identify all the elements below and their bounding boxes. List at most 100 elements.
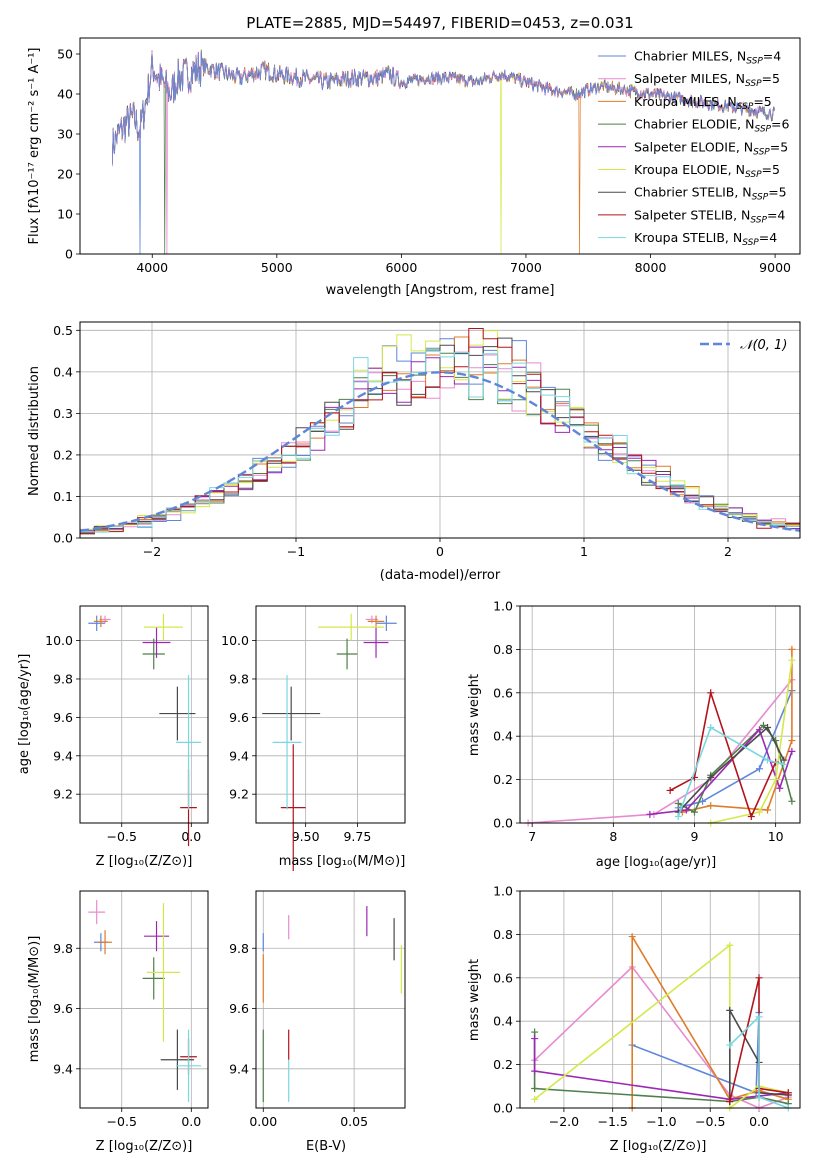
weight-marker [628, 933, 636, 941]
x-tick-label: 5000 [261, 260, 293, 275]
y-tick-label: 9.8 [53, 671, 73, 686]
histogram-series [80, 351, 800, 530]
y-tick-label: 9.4 [229, 1061, 249, 1076]
y-tick-label: 0.3 [53, 406, 73, 421]
mass-vs-metallicity-plot-area: −0.5 0.0 9.4 9.6 9.8 [53, 890, 209, 1129]
residuals-plot-area: −2 −1 0 1 2 0.0 0.1 0.2 0.3 0.4 0.5 [53, 321, 801, 559]
axes-frame [79, 321, 801, 539]
legend-label: Salpeter MILES, NSSP=5 [634, 71, 780, 89]
weight-marker [707, 724, 715, 732]
weight-vs-age-plot-area: 7 8 9 10 0.0 0.2 0.4 0.6 0.8 1.0 [493, 599, 801, 844]
y-tick-label: 9.2 [229, 787, 249, 802]
y-tick-label: 9.4 [229, 748, 249, 763]
spectrum-legend: Chabrier MILES, NSSP=4 Salpeter MILES, NS… [598, 49, 789, 248]
weight-vs-metallicity-xlabel: Z [log₁₀(Z/Z⊙)] [610, 1139, 707, 1154]
y-tick-label: 9.6 [53, 1001, 73, 1016]
y-tick-label: 9.8 [53, 941, 73, 956]
weight-marker [776, 784, 784, 792]
residuals-legend: 𝒩(0, 1) [700, 338, 787, 353]
weight-marker [747, 812, 755, 820]
y-tick-label: 9.6 [53, 710, 73, 725]
weight-marker [764, 756, 772, 764]
y-tick-label: 40 [57, 87, 73, 102]
y-tick-label: 9.6 [229, 1001, 249, 1016]
x-tick-label: 9000 [759, 260, 791, 275]
y-tick-label: 0.4 [493, 729, 513, 744]
x-tick-label: 9 [691, 829, 699, 844]
legend-label: Chabrier STELIB, NSSP=5 [634, 185, 787, 203]
weight-series-line [729, 1015, 789, 1109]
y-tick-label: 20 [57, 167, 73, 182]
x-tick-label: 7000 [510, 260, 542, 275]
weight-marker [784, 1089, 792, 1097]
legend-label: Chabrier ELODIE, NSSP=6 [634, 117, 789, 135]
weight-marker [788, 656, 796, 664]
spectrum-plot-area: 4000 5000 6000 7000 8000 9000 0 10 20 30 40 50 [57, 37, 801, 275]
x-tick-label: 6000 [385, 260, 417, 275]
weight-series-line [669, 689, 777, 819]
axes-frame [519, 890, 801, 1109]
x-tick-label: −0.5 [107, 1114, 137, 1129]
residuals-panel: −2 −1 0 1 2 0.0 0.1 0.2 0.3 0.4 0.5 𝒩(0, 1) (data-… [27, 321, 801, 583]
weight-marker [674, 812, 682, 820]
y-tick-label: 0.2 [493, 772, 513, 787]
weight-vs-metallicity-ylabel: mass weight [467, 959, 482, 1041]
weight-marker [646, 810, 654, 818]
y-tick-label: 1.0 [493, 599, 513, 614]
axes-frame [79, 605, 209, 824]
mass-vs-metallicity-ylabel: mass [log₁₀(M/M⊙)] [27, 936, 42, 1063]
weight-vs-metallicity-plot-area: −2.0 −1.5 −1.0 −0.5 0.0 0.0 0.2 0.4 0.6 0.8 1.0 [493, 884, 801, 1129]
mass-vs-ebv-panel: 0.00 0.05 9.4 9.6 9.8 E(B-V) [229, 890, 406, 1154]
x-tick-label: −2 [143, 544, 161, 559]
weight-marker [772, 776, 780, 784]
x-tick-label: −0.5 [695, 1114, 725, 1129]
y-tick-label: 0.0 [493, 816, 513, 831]
weight-series-line [710, 660, 793, 824]
weight-vs-metallicity-panel: −2.0 −1.5 −1.0 −0.5 0.0 0.0 0.2 0.4 0.6 0.8 1.0 Z … [467, 884, 801, 1154]
weight-series-line [677, 726, 785, 813]
weight-vs-age-ylabel: mass weight [467, 674, 482, 756]
weight-marker [682, 806, 690, 814]
y-tick-label: 9.2 [53, 787, 73, 802]
x-tick-label: 4000 [136, 260, 168, 275]
mass-vs-ebv-plot-area: 0.00 0.05 9.4 9.6 9.8 [229, 890, 406, 1129]
y-tick-label: 0.8 [493, 642, 513, 657]
age-vs-metallicity-ylabel: age [log₁₀(age/yr)] [17, 654, 32, 775]
y-tick-label: 0.6 [493, 970, 513, 985]
weight-marker [755, 726, 763, 734]
residuals-ylabel: Normed distribution [27, 366, 42, 496]
age-vs-mass-panel: 9.50 9.75 9.2 9.4 9.6 9.8 10.0 mass [log₁₀(M/M… [221, 605, 406, 872]
y-tick-label: 0.8 [493, 927, 513, 942]
residuals-xlabel: (data-model)/error [380, 568, 501, 583]
y-tick-label: 0 [65, 247, 73, 262]
x-tick-label: 0.0 [181, 1114, 201, 1129]
x-tick-label: 8000 [635, 260, 667, 275]
axes-frame [79, 37, 801, 255]
y-tick-label: 0.0 [53, 531, 73, 546]
axes-frame [519, 605, 801, 824]
weight-vs-age-xlabel: age [log₁₀(age/yr)] [596, 855, 717, 870]
y-tick-label: 50 [57, 47, 73, 62]
weight-marker [755, 974, 763, 982]
gaussian-curve [79, 371, 801, 532]
legend-label: Kroupa MILES, NSSP=5 [634, 94, 772, 112]
weight-series-line [631, 1012, 760, 1094]
weight-marker [707, 802, 715, 810]
weight-marker [755, 808, 763, 816]
spectrum-lines [112, 49, 775, 254]
age-vs-metallicity-panel: −0.5 0.09.29.49.69.810.0 Z [log₁₀(Z/Z⊙)] … [17, 605, 209, 869]
legend-label: Chabrier MILES, NSSP=4 [634, 49, 781, 67]
axes-frame [255, 605, 406, 824]
spectrum-ylabel: Flux [fλ10⁻¹⁷ erg cm⁻² s⁻¹ A⁻¹] [27, 48, 42, 245]
x-tick-label: 0.00 [249, 1114, 277, 1129]
y-tick-label: 10.0 [45, 633, 73, 648]
weight-marker [531, 1035, 539, 1043]
y-tick-label: 0.5 [53, 323, 73, 338]
spectrum-series-line [112, 50, 775, 254]
y-tick-label: 9.8 [229, 671, 249, 686]
weight-marker [531, 1095, 539, 1103]
y-tick-label: 0.1 [53, 489, 73, 504]
legend-label: 𝒩(0, 1) [740, 338, 787, 353]
axes-frame [79, 890, 209, 1109]
